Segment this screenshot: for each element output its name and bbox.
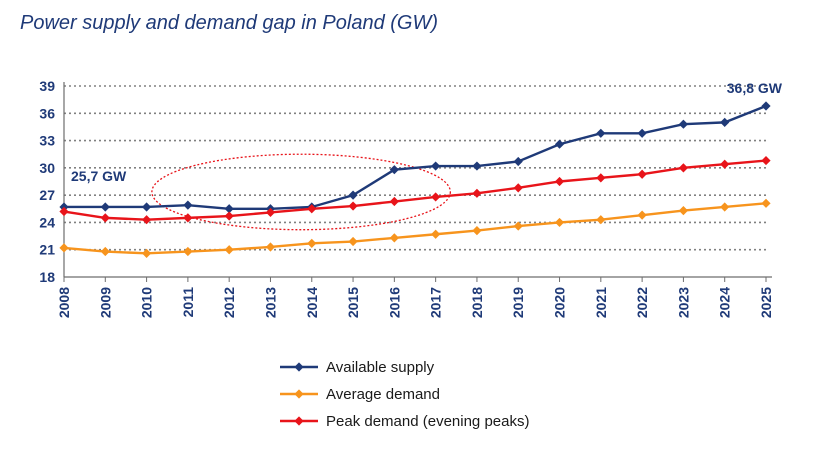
legend-marker [294,416,304,426]
x-tick-label: 2008 [56,287,72,318]
annotation-label: 36,8 GW [727,80,783,96]
data-point [183,213,193,223]
x-tick-label: 2011 [180,287,196,318]
data-point [678,163,689,173]
x-tick-label: 2020 [552,287,568,318]
x-tick-label: 2009 [97,287,113,318]
data-point [761,155,771,166]
data-point [513,221,523,231]
data-point [472,161,482,171]
data-point [141,215,152,225]
data-point [596,128,606,138]
x-tick-label: 2023 [675,287,691,318]
data-point [100,202,110,212]
data-point [389,196,399,207]
x-tick-label: 2012 [221,287,237,318]
data-point [307,204,317,214]
legend-label: Peak demand (evening peaks) [326,413,529,430]
y-tick-label: 24 [39,214,55,230]
x-tick-label: 2017 [428,287,444,318]
legend-marker [294,362,304,372]
data-point [720,117,730,127]
data-point [637,210,647,220]
data-point [678,206,689,216]
data-point [513,156,523,167]
y-tick-label: 30 [39,160,55,176]
y-tick-label: 39 [39,78,55,94]
data-point [389,165,399,175]
data-point [348,201,358,211]
x-tick-label: 2010 [139,287,155,318]
data-point [431,161,441,171]
series-line-2 [63,159,767,221]
data-point [224,211,234,221]
data-point [348,236,358,247]
data-point [513,183,523,193]
x-tick-label: 2021 [593,287,609,318]
y-tick-label: 21 [39,242,55,258]
x-tick-label: 2022 [634,287,650,318]
y-tick-label: 27 [39,187,55,203]
x-tick-label: 2014 [304,287,320,318]
annotation-label: 25,7 GW [71,168,127,184]
data-point [265,242,276,252]
data-point [141,202,152,212]
data-point [183,200,193,210]
data-point [472,226,482,236]
series-layer [59,101,771,258]
data-point [348,190,358,200]
data-point [637,128,647,138]
data-point [720,202,730,212]
data-point [307,238,317,248]
legend-label: Available supply [326,359,435,376]
data-point [431,229,441,239]
x-tick-label: 2025 [758,287,774,318]
highlight-ellipse-layer [151,153,452,231]
y-tick-label: 18 [39,269,55,285]
x-tick-label: 2024 [717,287,733,318]
data-point [224,204,234,214]
chart-title: Power supply and demand gap in Poland (G… [20,12,439,34]
data-point [100,213,110,223]
data-point [141,248,152,258]
data-point [183,246,193,257]
legend-marker [294,389,304,399]
data-point [678,119,689,129]
x-tick-label: 2016 [386,287,402,318]
series-line-0 [64,104,767,210]
highlight-ellipse [151,153,452,231]
series-line-1 [63,202,767,255]
data-point [554,217,565,228]
data-point [554,176,565,187]
data-point [224,245,234,255]
data-point [720,159,730,169]
data-point [637,169,647,179]
data-point [761,101,771,111]
annotation-layer: 25,7 GW 36,8 GW [71,80,783,184]
data-point [472,188,482,198]
x-tick-label: 2013 [262,287,278,318]
data-point [59,243,69,253]
x-tick-label: 2019 [510,287,526,318]
data-point [431,192,441,202]
legend: Available supply Average demand Peak deman… [280,359,529,430]
data-point [389,233,399,243]
data-point [761,198,771,208]
data-point [554,139,565,149]
data-point [596,215,606,225]
data-point [265,207,276,218]
data-point [100,246,110,257]
legend-label: Average demand [326,386,440,403]
y-tick-label: 33 [39,133,55,149]
x-tick-label: 2018 [469,287,485,318]
data-point [59,206,69,217]
data-point [596,173,606,183]
y-tick-label: 36 [39,105,55,121]
x-tick-label: 2015 [345,287,361,318]
